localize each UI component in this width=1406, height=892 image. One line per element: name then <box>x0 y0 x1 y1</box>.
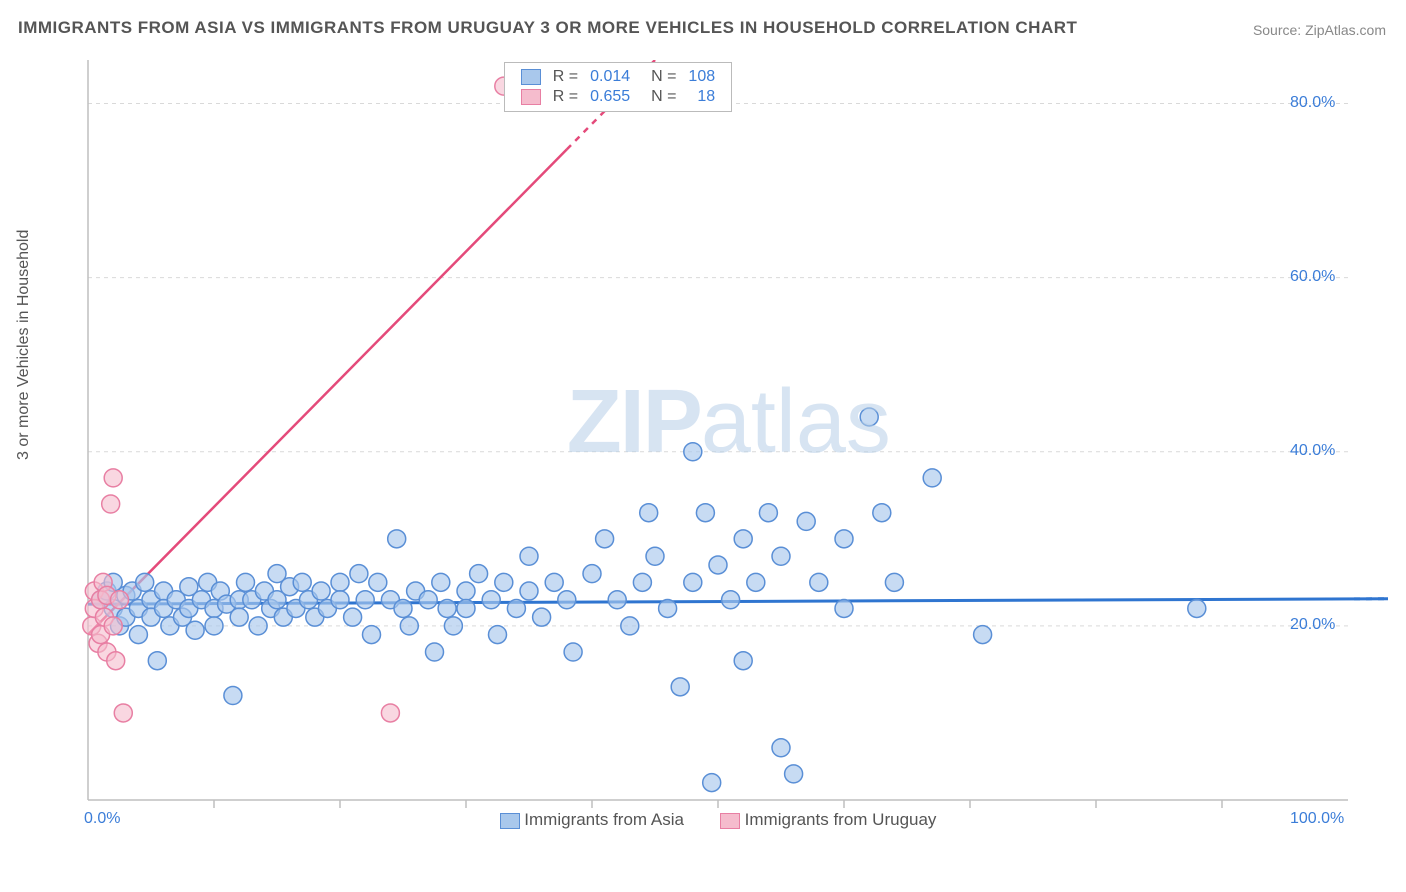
legend-item: Immigrants from Asia <box>500 810 684 829</box>
series-legend: Immigrants from Asia Immigrants from Uru… <box>48 810 1388 830</box>
y-tick-label: 20.0% <box>1290 616 1335 634</box>
legend-item: Immigrants from Uruguay <box>720 810 937 829</box>
source-attribution: Source: ZipAtlas.com <box>1253 22 1386 38</box>
y-axis-label: 3 or more Vehicles in Household <box>15 230 33 460</box>
chart-title: IMMIGRANTS FROM ASIA VS IMMIGRANTS FROM … <box>18 18 1077 38</box>
y-tick-label: 80.0% <box>1290 94 1335 112</box>
correlation-chart: ZIPatlas R =0.014 N =108R =0.655 N =18 I… <box>48 60 1388 830</box>
chart-svg <box>48 60 1388 830</box>
x-tick-label: 0.0% <box>84 810 120 828</box>
correlation-legend: R =0.014 N =108R =0.655 N =18 <box>504 62 732 112</box>
y-tick-label: 60.0% <box>1290 268 1335 286</box>
x-tick-label: 100.0% <box>1290 810 1344 828</box>
y-tick-label: 40.0% <box>1290 442 1335 460</box>
